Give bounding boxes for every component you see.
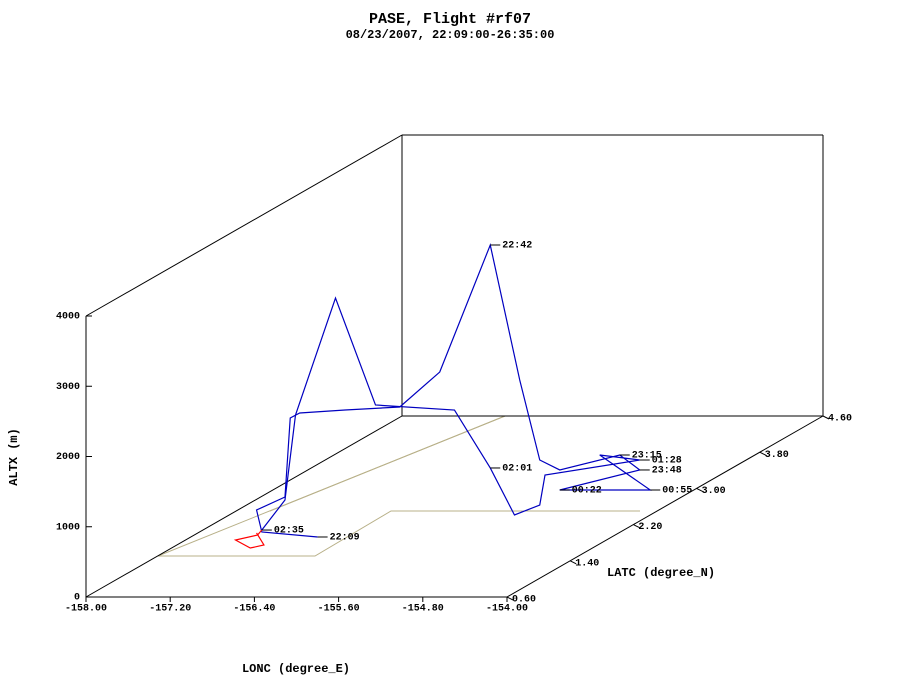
axis-frame: [506, 415, 824, 598]
ground-outline: [157, 415, 640, 557]
chart-title: PASE, Flight #rf07: [369, 11, 531, 28]
time-label: 02:35: [274, 526, 304, 537]
ground-line: [158, 510, 640, 557]
z-tick-label: 0: [74, 593, 80, 604]
x-axis-label: LONC (degree_E): [242, 662, 350, 676]
y-tick-label: 3.80: [765, 450, 789, 461]
y-tick-label: 3.00: [702, 486, 726, 497]
y-tick-label: 1.40: [575, 558, 599, 569]
x-tick-label: -155.60: [318, 604, 360, 615]
z-tick-label: 2000: [56, 452, 80, 463]
z-tick-label: 4000: [56, 312, 80, 323]
y-tick-label: 4.60: [828, 414, 852, 425]
y-axis-label: LATC (degree_N): [607, 566, 715, 580]
chart-subtitle: 08/23/2007, 22:09:00-26:35:00: [346, 28, 555, 42]
y-tick: [759, 451, 767, 456]
time-label: 00:55: [662, 486, 692, 497]
x-tick-label: -154.00: [486, 604, 528, 615]
y-tick: [696, 487, 703, 492]
y-tick: [633, 524, 640, 529]
y-tick: [506, 596, 514, 601]
time-label: 22:42: [502, 241, 532, 252]
y-tick-label: 2.20: [638, 522, 662, 533]
x-tick-label: -156.40: [233, 604, 275, 615]
axis-frame: [85, 134, 403, 317]
time-label: 23:15: [632, 451, 662, 462]
time-label: 22:09: [330, 533, 360, 544]
z-tick-label: 1000: [56, 522, 80, 533]
y-tick: [569, 560, 577, 565]
axis-frame: [85, 415, 403, 598]
flight-track: [233, 529, 265, 549]
time-label: 01:28: [652, 456, 682, 467]
time-label: 02:01: [502, 464, 532, 475]
x-tick-label: -158.00: [65, 604, 107, 615]
x-tick-label: -154.80: [402, 604, 444, 615]
x-tick-label: -157.20: [149, 604, 191, 615]
y-tick-label: 0.60: [512, 595, 536, 606]
time-label: 00:22: [572, 486, 602, 497]
z-axis-label: ALTX (m): [7, 428, 21, 486]
time-label: 23:48: [652, 466, 682, 477]
y-tick: [822, 415, 830, 420]
z-tick-label: 3000: [56, 382, 80, 393]
ground-line: [269, 415, 506, 512]
